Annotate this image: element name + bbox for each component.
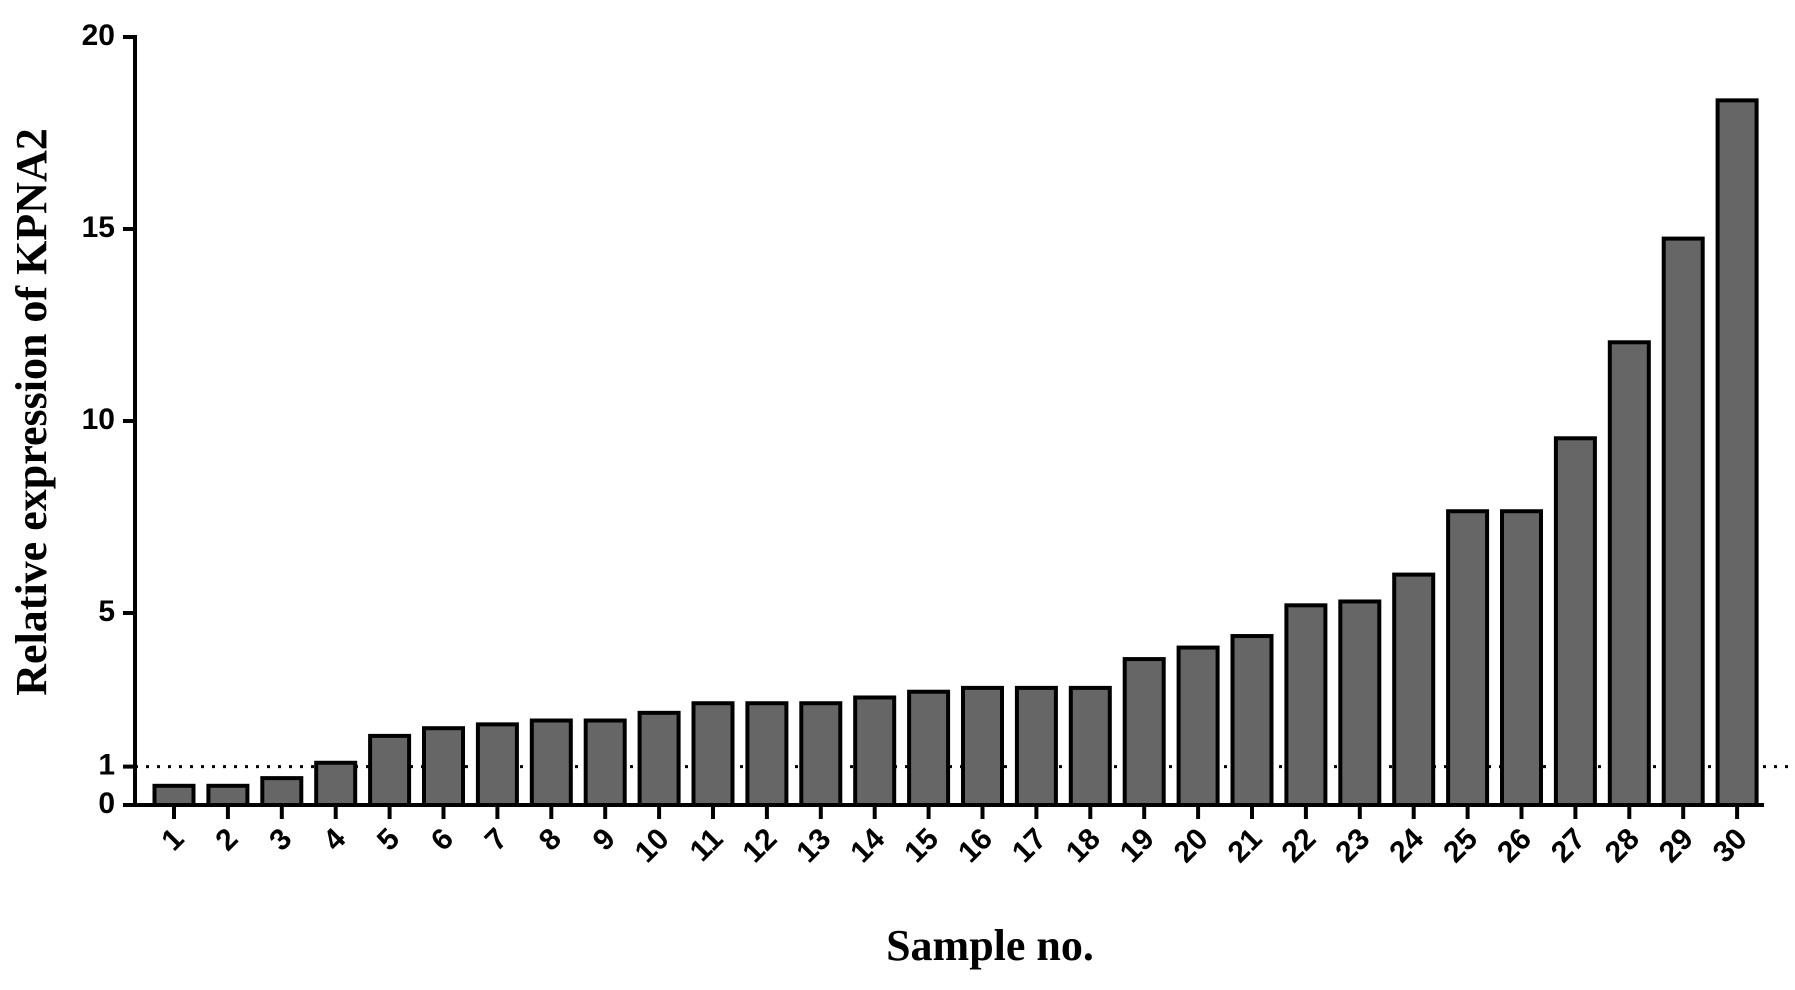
bar [799, 701, 843, 807]
bar [1068, 685, 1112, 808]
x-tick-label: 30 [1707, 822, 1754, 869]
x-tick-label: 18 [1060, 822, 1107, 869]
bar [422, 726, 465, 808]
x-tick-label: 17 [1006, 822, 1053, 869]
bar [1176, 645, 1220, 807]
bar [853, 695, 897, 807]
x-tick-label: 13 [790, 822, 837, 869]
x-tick-label: 3 [263, 822, 298, 857]
bar [152, 783, 196, 807]
bar [1715, 98, 1759, 808]
bar [1607, 340, 1651, 807]
x-tick-label: 29 [1653, 822, 1700, 869]
x-tick-label: 27 [1545, 822, 1592, 869]
x-tick-label: 21 [1222, 822, 1269, 869]
bar [475, 722, 519, 807]
x-tick-label: 9 [587, 822, 622, 857]
x-tick-label: 10 [629, 822, 676, 869]
bar [1284, 603, 1328, 807]
x-tick-label: 14 [844, 822, 891, 869]
x-tick-label: 6 [425, 822, 460, 857]
x-tick-label: 4 [317, 822, 352, 857]
y-tick-label: 15 [82, 211, 115, 244]
bar [368, 733, 412, 808]
y-tick-label: 5 [98, 595, 115, 628]
x-tick-label: 23 [1329, 822, 1376, 869]
x-tick-label: 5 [371, 822, 406, 857]
bar [1661, 236, 1705, 808]
bar [745, 701, 789, 807]
y-tick-label: 20 [82, 19, 115, 52]
bar [260, 776, 304, 807]
x-tick-label: 25 [1437, 822, 1484, 869]
x-tick-label: 22 [1276, 822, 1323, 869]
bar [961, 685, 1004, 808]
x-tick-label: 11 [684, 822, 730, 868]
x-tick-label: 24 [1383, 822, 1430, 869]
x-tick-label: 20 [1168, 822, 1215, 869]
x-tick-label: 15 [898, 822, 945, 869]
bar [1014, 685, 1058, 808]
y-tick-label: 0 [98, 787, 115, 820]
bar [1230, 634, 1274, 807]
y-tick-label: 10 [82, 403, 115, 436]
x-tick-label: 28 [1599, 822, 1646, 869]
bar [1446, 509, 1490, 807]
bar [583, 718, 627, 808]
bar [637, 710, 681, 808]
bar [691, 701, 735, 807]
bar [314, 760, 358, 808]
bar [1553, 436, 1597, 807]
x-tick-label: 8 [533, 822, 568, 857]
y-axis-title: Relative expression of KPNA2 [7, 128, 56, 695]
x-tick-label: 7 [479, 822, 514, 857]
x-axis-title: Sample no. [886, 921, 1094, 970]
bar [907, 689, 951, 807]
y-tick-label: 1 [98, 749, 115, 782]
x-tick-label: 12 [737, 822, 784, 869]
bar [529, 718, 573, 808]
bar [1122, 657, 1166, 808]
bar [1392, 572, 1436, 807]
bar [1338, 599, 1382, 807]
bar [206, 783, 250, 807]
x-tick-label: 16 [952, 822, 999, 869]
x-tick-label: 2 [209, 822, 244, 857]
x-tick-label: 26 [1491, 822, 1538, 869]
x-tick-label: 19 [1114, 822, 1161, 869]
x-tick-label: 1 [155, 822, 190, 857]
bar [1500, 509, 1543, 807]
